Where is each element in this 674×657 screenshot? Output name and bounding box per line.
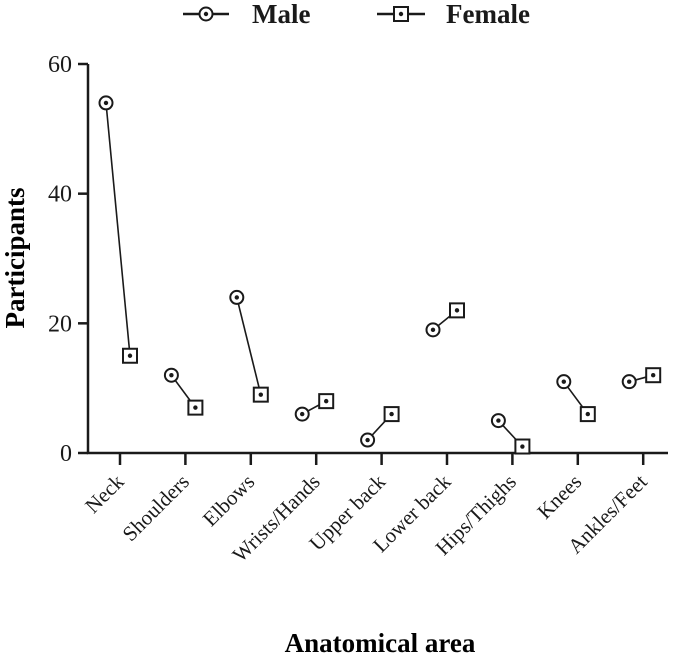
- male-point-wrists-hands: [294, 406, 310, 422]
- male-point-ankles-feet: [621, 374, 637, 390]
- male-point-shoulders: [163, 367, 179, 383]
- marker-center-dot: [454, 308, 460, 313]
- female-point-neck: [122, 347, 138, 364]
- legend-label-male: Male: [252, 0, 310, 29]
- female-point-knees: [579, 406, 596, 423]
- female-point-ankles-feet: [645, 367, 662, 384]
- x-tick-label-elbows: Elbows: [198, 470, 260, 532]
- legend-marker-female: [393, 6, 409, 22]
- legend-item-male: Male: [183, 0, 310, 29]
- male-point-lower-back: [425, 322, 441, 338]
- x-tick-label-neck: Neck: [80, 469, 129, 518]
- marker-center-dot: [300, 411, 305, 417]
- x-axis-label: Anatomical area: [285, 628, 476, 657]
- marker-center-dot: [203, 11, 209, 17]
- marker-center-dot: [398, 11, 404, 17]
- y-tick-label-20: 20: [48, 311, 72, 337]
- female-point-wrists-hands: [318, 393, 335, 410]
- female-point-upper-back: [383, 406, 400, 423]
- marker-center-dot: [103, 100, 109, 106]
- marker-center-dot: [258, 392, 263, 397]
- connector-line-neck: [105, 102, 131, 356]
- marker-center-dot: [520, 444, 525, 449]
- marker-center-dot: [496, 418, 501, 423]
- marker-center-dot: [627, 379, 632, 384]
- x-tick-label-shoulders: Shoulders: [118, 470, 194, 546]
- y-tick-label-0: 0: [60, 441, 72, 467]
- legend-item-female: Female: [377, 0, 530, 29]
- data-marks: [98, 95, 662, 455]
- marker-center-dot: [430, 327, 436, 333]
- legend-marker-male: [198, 6, 214, 22]
- legend-label-female: Female: [446, 0, 530, 29]
- legend: Male Female: [183, 0, 530, 29]
- female-point-hips-thighs: [514, 438, 531, 455]
- female-point-shoulders: [187, 399, 204, 416]
- y-tick-label-40: 40: [48, 182, 72, 208]
- marker-center-dot: [127, 353, 133, 358]
- marker-center-dot: [651, 373, 656, 378]
- y-tick-label-60: 60: [48, 52, 72, 78]
- male-point-hips-thighs: [490, 413, 506, 429]
- male-point-upper-back: [360, 432, 376, 448]
- marker-center-dot: [324, 398, 329, 404]
- connector-line-elbows: [236, 297, 262, 395]
- male-point-elbows: [229, 289, 245, 305]
- x-tick-label-knees: Knees: [532, 470, 586, 524]
- marker-center-dot: [561, 379, 566, 384]
- male-point-neck: [98, 95, 114, 111]
- marker-center-dot: [234, 295, 239, 300]
- marker-center-dot: [585, 411, 590, 417]
- marker-center-dot: [365, 437, 370, 443]
- female-point-elbows: [252, 386, 269, 403]
- female-point-lower-back: [449, 302, 465, 319]
- male-point-knees: [556, 374, 572, 390]
- marker-center-dot: [389, 411, 394, 417]
- marker-center-dot: [169, 373, 174, 378]
- y-axis-label: Participants: [0, 188, 30, 329]
- marker-center-dot: [193, 405, 198, 410]
